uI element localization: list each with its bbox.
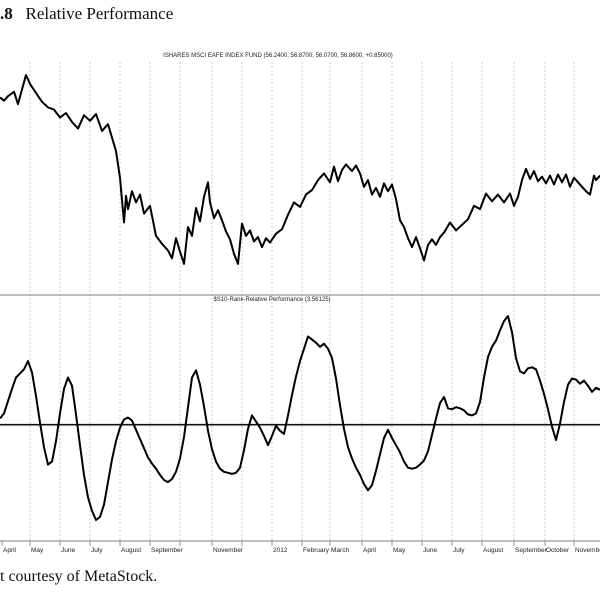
x-tick-label-4: August <box>121 547 141 554</box>
figure-caption: t courtesy of MetaStock. <box>0 568 158 585</box>
x-tick-label-15: July <box>453 547 465 554</box>
indicator-panel-title: $S10-Rank-Relative Performance (3.56125) <box>213 297 330 303</box>
x-tick-label-7: November <box>213 547 244 554</box>
x-tick-label-19: November <box>575 547 600 554</box>
x-tick-label-9: 2012 <box>273 547 288 554</box>
x-tick-label-12: April <box>363 547 377 554</box>
x-tick-label-3: July <box>91 547 103 554</box>
price-panel-title: ISHARES MSCI EAFE INDEX FUND (56.2400, 5… <box>163 53 393 59</box>
x-tick-label-5: September <box>151 547 184 554</box>
x-tick-label-18: October <box>546 547 570 554</box>
x-tick-label-16: August <box>483 547 503 554</box>
x-axis-ticks: April May June July August September November 2… <box>1 541 600 554</box>
x-tick-label-11: March <box>331 547 349 554</box>
x-tick-label-14: June <box>423 547 437 554</box>
x-tick-label-10: February <box>303 547 330 554</box>
figure-number: .8 <box>0 4 13 23</box>
x-tick-label-2: June <box>61 547 75 554</box>
relative-performance-line <box>0 315 600 521</box>
x-tick-label-1: May <box>31 547 44 554</box>
price-series-line <box>0 74 600 265</box>
x-tick-label-17: September <box>515 547 548 554</box>
figure-title-text: Relative Performance <box>25 4 174 23</box>
x-tick-label-0: April <box>3 547 17 554</box>
x-tick-label-13: May <box>393 547 406 554</box>
figure-title: .8 Relative Performance <box>0 4 173 24</box>
